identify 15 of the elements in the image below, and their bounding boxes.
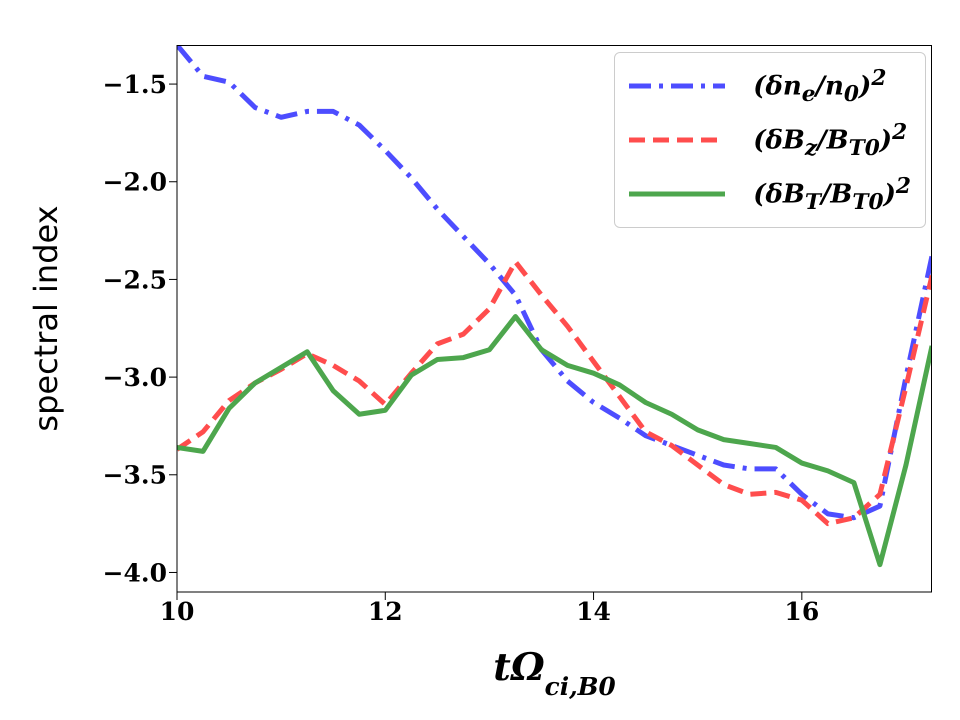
x-tick-label: 10 — [160, 596, 194, 626]
y-tick-label: −3.5 — [102, 460, 167, 490]
y-tick-label: −4.0 — [102, 558, 167, 588]
x-tick-label: 16 — [784, 596, 820, 626]
x-tick-label: 12 — [368, 596, 403, 626]
y-tick-label: −2.5 — [102, 265, 167, 294]
y-tick-label: −1.5 — [102, 70, 167, 99]
y-axis-title: spectral index — [27, 205, 65, 432]
legend-label: (δB$_{z}$/B$_{T0}$)$^{2}$ — [753, 120, 908, 160]
x-axis-title: tΩ$_{ci,B0}$ — [493, 644, 616, 700]
legend-label: (δn$_{e}$/n$_{0}$)$^{2}$ — [753, 66, 886, 106]
y-tick-label: −2.0 — [102, 168, 167, 197]
x-tick-label: 14 — [576, 596, 611, 626]
y-tick-label: −3.0 — [102, 362, 167, 392]
legend-label: (δB$_{T}$/B$_{T0}$)$^{2}$ — [753, 174, 911, 214]
